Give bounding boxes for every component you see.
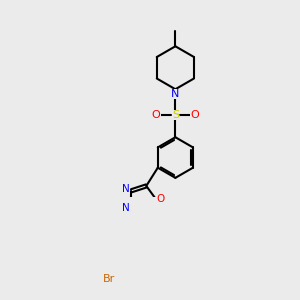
Text: N: N [171, 89, 180, 99]
Text: Br: Br [103, 274, 115, 284]
Text: S: S [172, 110, 179, 120]
Text: N: N [122, 184, 130, 194]
Text: O: O [152, 110, 161, 120]
Text: N: N [122, 203, 130, 213]
Text: O: O [157, 194, 165, 203]
Text: O: O [190, 110, 199, 120]
